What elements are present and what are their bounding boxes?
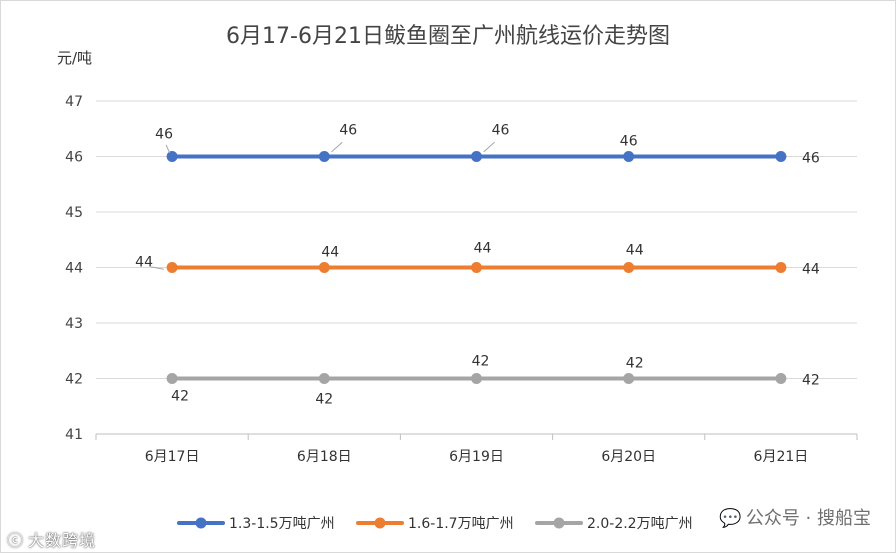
chart-title: 6月17-6月21日鲅鱼圈至广州航线运价走势图: [226, 24, 670, 49]
x-tick-label: 6月18日: [297, 449, 352, 465]
y-tick-label: 41: [65, 427, 83, 443]
data-point: [775, 151, 787, 162]
data-point: [471, 262, 482, 273]
data-point: [623, 151, 635, 162]
legend-label: 1.6-1.7万吨广州: [408, 516, 514, 532]
legend-label: 1.3-1.5万吨广州: [229, 516, 335, 532]
data-point: [471, 373, 482, 384]
x-tick-label: 6月17日: [145, 449, 200, 465]
data-point: [318, 151, 330, 162]
legend-label: 2.0-2.2万吨广州: [587, 516, 693, 532]
label-leader-line: [331, 141, 343, 153]
data-label: 44: [474, 241, 492, 257]
data-point: [471, 151, 482, 162]
label-leader-line: [483, 141, 495, 153]
y-tick-label: 43: [65, 316, 83, 332]
data-label: 42: [171, 389, 189, 405]
series-layer: [166, 151, 787, 384]
y-tick-label: 47: [65, 94, 83, 110]
data-label: 42: [472, 354, 490, 370]
data-label: 46: [339, 123, 357, 139]
x-tick-label: 6月21日: [754, 449, 809, 465]
legend-marker: [553, 517, 565, 529]
y-axis-unit-label: 元/吨: [57, 49, 92, 67]
data-label: 46: [620, 134, 638, 150]
data-label: 42: [802, 373, 820, 389]
x-axis: 6月17日 6月18日 6月19日 6月20日 6月21日: [95, 434, 858, 465]
data-label: 44: [321, 245, 339, 261]
y-tick-label: 42: [65, 372, 83, 388]
data-point: [166, 262, 178, 273]
data-point: [166, 151, 178, 162]
brand-c-icon: ⓒ: [7, 531, 25, 550]
x-tick-label: 6月19日: [449, 449, 504, 465]
watermark-brand-text: 大数跨境: [28, 531, 97, 550]
data-label: 44: [802, 262, 820, 278]
label-leader-line: [151, 266, 164, 270]
y-tick-label: 45: [65, 205, 83, 221]
watermark-wechat-text: 公众号 · 搜船宝: [745, 508, 871, 529]
data-point: [775, 262, 787, 273]
data-point: [318, 373, 330, 384]
data-point: [775, 373, 787, 384]
legend-marker: [374, 517, 386, 529]
legend-marker: [195, 517, 207, 529]
x-tick-label: 6月20日: [601, 449, 656, 465]
watermark-wechat: 💬 公众号 · 搜船宝: [715, 504, 875, 530]
y-tick-label: 44: [65, 261, 83, 277]
data-labels: 46 46 46 46 46 44 44 44 44 44 42 42 42 42 42: [135, 123, 820, 408]
data-label: 42: [315, 392, 333, 408]
data-label: 46: [802, 151, 820, 167]
data-label: 44: [626, 243, 644, 259]
data-point: [623, 262, 635, 273]
data-label: 46: [492, 123, 510, 139]
y-tick-label: 46: [65, 150, 83, 166]
wechat-icon: 💬: [719, 508, 742, 529]
watermark-brand: ⓒ 大数跨境: [7, 527, 96, 551]
y-axis-ticks: 41 42 43 44 45 46 47: [65, 94, 83, 443]
data-label: 44: [135, 255, 153, 271]
data-point: [318, 262, 330, 273]
label-leader-line: [165, 144, 171, 154]
legend: 1.3-1.5万吨广州 1.6-1.7万吨广州 2.0-2.2万吨广州: [177, 516, 693, 532]
data-point: [166, 373, 178, 384]
data-label: 42: [626, 356, 644, 372]
data-label: 46: [155, 127, 173, 143]
data-point: [623, 373, 635, 384]
